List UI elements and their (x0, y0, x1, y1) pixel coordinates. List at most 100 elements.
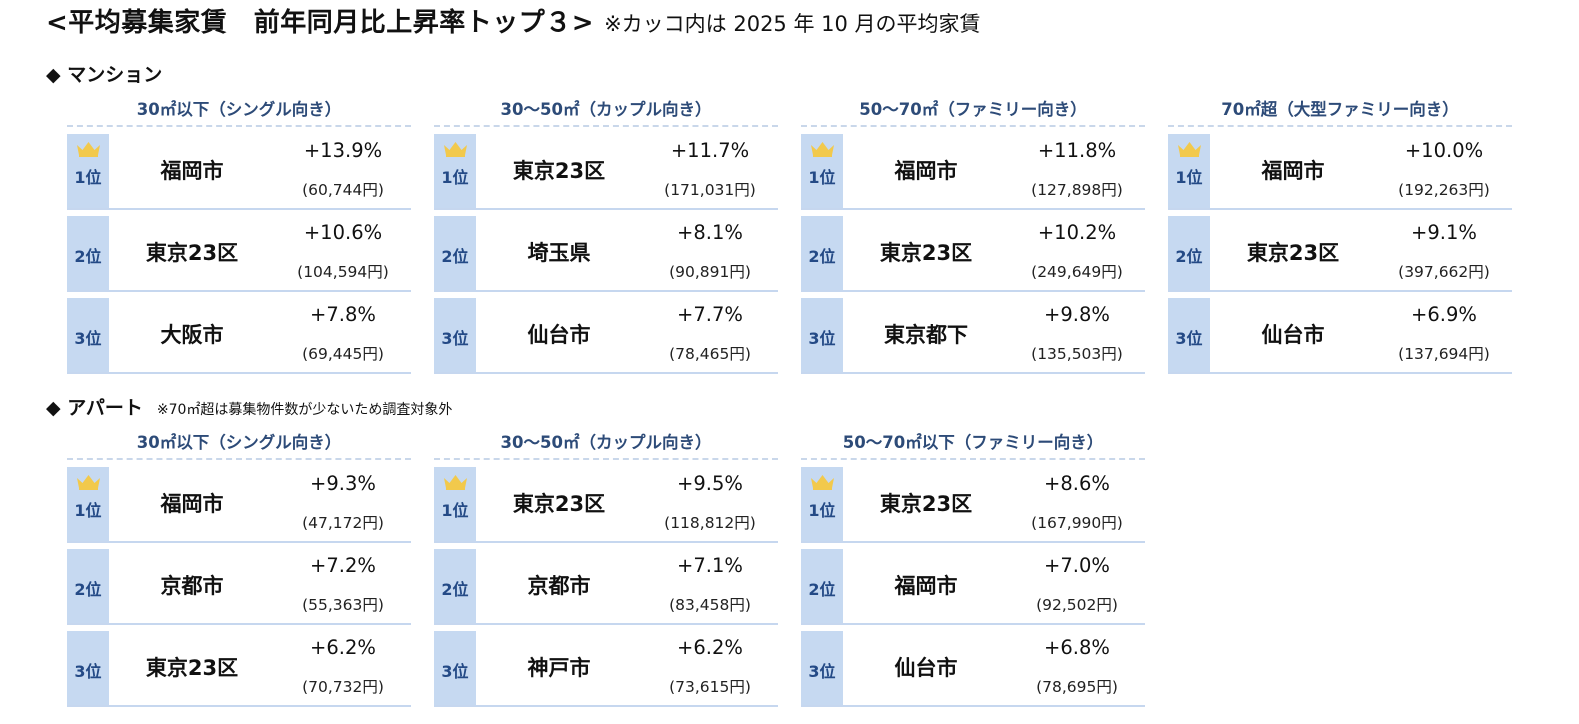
growth-rate: +11.8% (1037, 139, 1117, 162)
rank-cell: 3位 (434, 631, 476, 705)
average-rent: (118,812円) (664, 514, 756, 532)
table-row: 3位 神戸市 +6.2% (73,615円) (434, 631, 778, 707)
page-title-bar: <平均募集家賃 前年同月比上昇率トップ３> ※カッコ内は 2025 年 10 月… (46, 2, 981, 42)
category-header: 30～50㎡（カップル向き） (434, 428, 778, 460)
table-row: 1位 福岡市 +11.8% (127,898円) (801, 134, 1145, 210)
rank-cell: 1位 (801, 134, 843, 208)
growth-rate: +6.9% (1411, 303, 1477, 326)
rank-label: 3位 (1175, 329, 1203, 348)
rank-cell: 1位 (434, 467, 476, 541)
rank-label: 2位 (441, 247, 469, 266)
table-row: 1位 福岡市 +13.9% (60,744円) (67, 134, 411, 210)
page-title: <平均募集家賃 前年同月比上昇率トップ３> (46, 8, 595, 38)
rank-label: 3位 (441, 662, 469, 681)
crown-icon (810, 473, 835, 490)
rank-label: 1位 (441, 168, 469, 187)
rank-label: 2位 (1175, 247, 1203, 266)
growth-rate: +7.7% (677, 303, 743, 326)
city-name: 東京23区 (512, 492, 606, 516)
rank-cell: 2位 (67, 216, 109, 290)
apart-ranking-table: 50～70㎡以下（ファミリー向き） 1位 東京23区 +8.6% (167,990円) 2… (801, 428, 1145, 707)
average-rent: (397,662円) (1398, 263, 1490, 281)
crown-icon (443, 140, 468, 157)
city-name: 埼玉県 (527, 241, 591, 265)
table-row: 3位 仙台市 +6.8% (78,695円) (801, 631, 1145, 707)
mansion-ranking-table: 30～50㎡（カップル向き） 1位 東京23区 +11.7% (171,031円) 2位 埼… (434, 95, 778, 374)
city-name: 福岡市 (160, 159, 224, 183)
rank-label: 1位 (1175, 168, 1203, 187)
title-note: ※カッコ内は 2025 年 10 月の平均家賃 (604, 12, 981, 36)
rank-cell: 2位 (801, 549, 843, 623)
rank-cell: 1位 (801, 467, 843, 541)
table-row: 1位 福岡市 +10.0% (192,263円) (1168, 134, 1512, 210)
table-row: 1位 福岡市 +9.3% (47,172円) (67, 467, 411, 543)
growth-rate: +11.7% (670, 139, 750, 162)
city-name: 京都市 (527, 574, 591, 598)
table-row: 2位 福岡市 +7.0% (92,502円) (801, 549, 1145, 625)
table-row: 3位 大阪市 +7.8% (69,445円) (67, 298, 411, 374)
rank-label: 3位 (74, 329, 102, 348)
table-row: 2位 京都市 +7.2% (55,363円) (67, 549, 411, 625)
average-rent: (167,990円) (1031, 514, 1123, 532)
apart-section-header: ◆ アパート ※70㎡超は募集物件数が少ないため調査対象外 (46, 393, 452, 420)
average-rent: (171,031円) (664, 181, 756, 199)
rank-label: 2位 (74, 580, 102, 599)
table-row: 2位 東京23区 +10.6% (104,594円) (67, 216, 411, 292)
table-row: 3位 東京都下 +9.8% (135,503円) (801, 298, 1145, 374)
rank-label: 3位 (74, 662, 102, 681)
rank-cell: 3位 (801, 298, 843, 372)
average-rent: (127,898円) (1031, 181, 1123, 199)
category-header: 50～70㎡（ファミリー向き） (801, 95, 1145, 127)
rank-label: 3位 (808, 329, 836, 348)
table-row: 3位 仙台市 +6.9% (137,694円) (1168, 298, 1512, 374)
average-rent: (60,744円) (302, 181, 384, 199)
city-name: 神戸市 (527, 656, 591, 680)
table-row: 1位 東京23区 +11.7% (171,031円) (434, 134, 778, 210)
growth-rate: +10.2% (1037, 221, 1117, 244)
city-name: 仙台市 (527, 323, 591, 347)
crown-icon (76, 473, 101, 490)
average-rent: (104,594円) (297, 263, 389, 281)
category-header: 30～50㎡（カップル向き） (434, 95, 778, 127)
crown-icon (76, 140, 101, 157)
average-rent: (90,891円) (669, 263, 751, 281)
table-row: 1位 東京23区 +9.5% (118,812円) (434, 467, 778, 543)
rank-cell: 1位 (1168, 134, 1210, 208)
rank-cell: 3位 (67, 631, 109, 705)
average-rent: (135,503円) (1031, 345, 1123, 363)
apart-ranking-table: 30㎡以下（シングル向き） 1位 福岡市 +9.3% (47,172円) 2位 京都市 +7.… (67, 428, 411, 707)
category-header: 50～70㎡以下（ファミリー向き） (801, 428, 1145, 460)
growth-rate: +7.1% (677, 554, 743, 577)
rank-cell: 1位 (434, 134, 476, 208)
growth-rate: +6.2% (310, 636, 376, 659)
city-name: 京都市 (160, 574, 224, 598)
category-header: 70㎡超（大型ファミリー向き） (1168, 95, 1512, 127)
table-row: 3位 仙台市 +7.7% (78,465円) (434, 298, 778, 374)
apart-label: ◆ アパート (46, 397, 143, 419)
table-row: 1位 東京23区 +8.6% (167,990円) (801, 467, 1145, 543)
city-name: 大阪市 (160, 323, 224, 347)
average-rent: (78,465円) (669, 345, 751, 363)
city-name: 東京23区 (879, 241, 973, 265)
rank-label: 1位 (808, 168, 836, 187)
mansion-ranking-table: 30㎡以下（シングル向き） 1位 福岡市 +13.9% (60,744円) 2位 東京23区… (67, 95, 411, 374)
city-name: 東京23区 (145, 656, 239, 680)
apart-note: ※70㎡超は募集物件数が少ないため調査対象外 (156, 402, 453, 418)
rank-label: 1位 (808, 501, 836, 520)
growth-rate: +10.6% (303, 221, 383, 244)
growth-rate: +9.5% (677, 472, 743, 495)
rank-label: 2位 (441, 580, 469, 599)
apart-ranking-table: 30～50㎡（カップル向き） 1位 東京23区 +9.5% (118,812円) 2位 京都… (434, 428, 778, 707)
rank-label: 3位 (441, 329, 469, 348)
city-name: 東京23区 (512, 159, 606, 183)
rank-cell: 2位 (801, 216, 843, 290)
growth-rate: +8.1% (677, 221, 743, 244)
mansion-section-header: ◆ マンション (46, 60, 162, 87)
crown-icon (810, 140, 835, 157)
table-row: 2位 東京23区 +10.2% (249,649円) (801, 216, 1145, 292)
growth-rate: +7.8% (310, 303, 376, 326)
rank-cell: 3位 (801, 631, 843, 705)
average-rent: (78,695円) (1036, 678, 1118, 696)
city-name: 福岡市 (160, 492, 224, 516)
growth-rate: +9.3% (310, 472, 376, 495)
